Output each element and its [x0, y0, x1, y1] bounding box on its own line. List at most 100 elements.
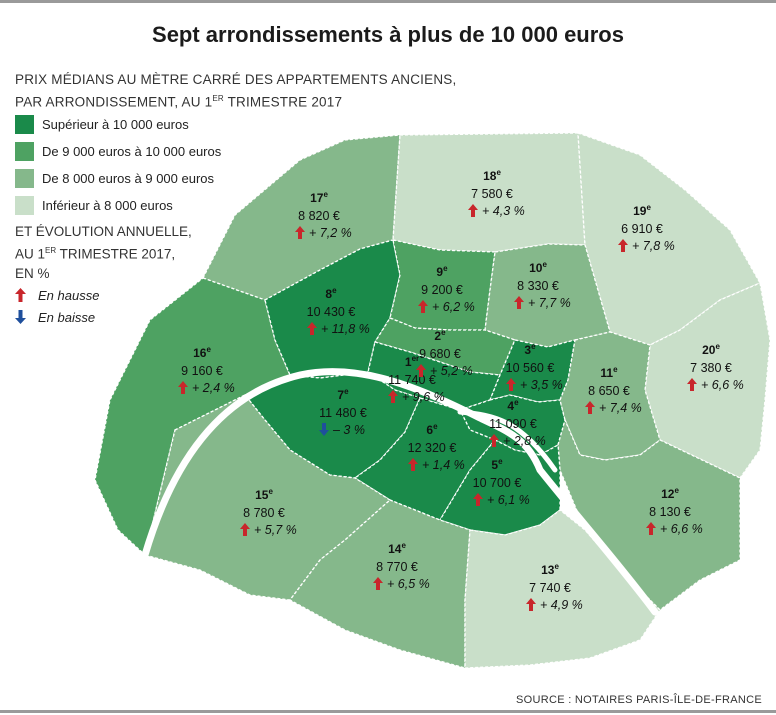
district-price: 11 740 € — [388, 373, 436, 387]
evolution-caption: ET ÉVOLUTION ANNUELLE, AU 1ER TRIMESTRE … — [15, 224, 192, 281]
district-number: 7e — [337, 387, 349, 402]
district-evolution: + 4,3 % — [482, 204, 525, 218]
legend-down: En baisse — [15, 306, 99, 328]
district-price: 8 330 € — [517, 279, 559, 293]
district-number-suffix: e — [441, 328, 446, 337]
district-5 — [439, 439, 561, 536]
district-number: 4e — [507, 398, 519, 413]
legend-up: En hausse — [15, 284, 99, 306]
district-price: 9 160 € — [181, 364, 223, 378]
legend-swatch — [15, 196, 34, 215]
district-price: 10 560 € — [506, 361, 555, 375]
district-price: 12 320 € — [408, 441, 457, 455]
district-label-7: 7e 11 480 € – 3 % — [319, 387, 367, 437]
district-label-2: 2e 9 680 € + 5,2 % — [416, 328, 473, 378]
district-15 — [144, 394, 392, 601]
arrow-up-icon — [618, 239, 628, 252]
seine-island-branch — [457, 409, 558, 473]
arrow-up-icon — [388, 390, 398, 403]
district-number-suffix: e — [323, 190, 328, 199]
district-number-suffix: e — [674, 486, 679, 495]
price-legend: Supérieur à 10 000 euros De 9 000 euros … — [15, 111, 221, 219]
district-number: 5e — [491, 457, 503, 472]
arrow-up-icon — [418, 300, 428, 313]
district-price: 10 700 € — [473, 476, 522, 490]
district-evolution: + 1,4 % — [422, 458, 465, 472]
district-number-suffix: e — [401, 541, 406, 550]
district-number: 8e — [325, 286, 337, 301]
subtitle-line-2: PAR ARRONDISSEMENT, AU 1ER TRIMESTRE 201… — [15, 94, 343, 110]
arrow-up-icon — [585, 401, 595, 414]
district-9 — [389, 239, 496, 331]
district-label-5: 5e 10 700 € + 6,1 % — [473, 457, 530, 507]
district-price: 9 680 € — [419, 347, 461, 361]
bottom-rule — [0, 710, 776, 713]
district-price: 6 910 € — [621, 222, 663, 236]
district-evolution: + 5,7 % — [254, 523, 297, 537]
district-number-suffix: e — [433, 422, 438, 431]
district-11 — [559, 331, 661, 461]
arrow-down-icon — [319, 423, 329, 436]
district-number-suffix: e — [715, 342, 720, 351]
district-number-suffix: e — [443, 264, 448, 273]
district-evolution: + 2,4 % — [192, 381, 235, 395]
district-number-suffix: e — [531, 342, 536, 351]
arrow-up-icon — [408, 458, 418, 471]
district-6 — [353, 397, 497, 521]
district-price: 11 090 € — [489, 417, 537, 431]
arrow-up-icon — [468, 204, 478, 217]
district-number: 6e — [426, 422, 438, 437]
arrow-up-icon — [240, 523, 250, 536]
map-title: Sept arrondissements à plus de 10 000 eu… — [152, 22, 624, 47]
district-number-suffix: e — [268, 487, 273, 496]
arrow-up-icon — [416, 364, 426, 377]
district-evolution: + 6,6 % — [660, 522, 703, 536]
legend-swatch — [15, 142, 34, 161]
arrow-up-icon — [646, 522, 656, 535]
district-number: 3e — [524, 342, 536, 357]
district-label-9: 9e 9 200 € + 6,2 % — [418, 264, 475, 314]
legend-item: De 8 000 euros à 9 000 euros — [15, 165, 221, 192]
arrow-down-icon — [15, 310, 26, 324]
evolution-legend: En hausse En baisse — [15, 284, 99, 328]
district-evolution: + 7,4 % — [599, 401, 642, 415]
district-evolution: + 3,5 % — [520, 378, 563, 392]
district-evolution: + 4,9 % — [540, 598, 583, 612]
district-evolution: + 2,8 % — [503, 434, 546, 448]
district-label-4: 4e 11 090 € + 2,8 % — [489, 398, 546, 448]
district-price: 8 650 € — [588, 384, 630, 398]
legend-swatch — [15, 115, 34, 134]
district-price: 8 130 € — [649, 505, 691, 519]
arrow-up-icon — [178, 381, 188, 394]
top-rule — [0, 0, 776, 3]
arrow-up-icon — [687, 378, 697, 391]
district-label-3: 3e 10 560 € + 3,5 % — [506, 342, 563, 392]
district-evolution: + 7,8 % — [632, 239, 675, 253]
district-label-8: 8e 10 430 € + 11,8 % — [307, 286, 370, 336]
district-price: 10 430 € — [307, 305, 356, 319]
district-price: 11 480 € — [319, 406, 367, 420]
district-evolution: + 6,1 % — [487, 493, 530, 507]
arrow-up-icon — [373, 577, 383, 590]
district-label-6: 6e 12 320 € + 1,4 % — [408, 422, 465, 472]
legend-item: De 9 000 euros à 10 000 euros — [15, 138, 221, 165]
legend-item: Supérieur à 10 000 euros — [15, 111, 221, 138]
district-evolution: + 7,2 % — [309, 226, 352, 240]
district-number-suffix: e — [613, 365, 618, 374]
arrow-up-icon — [489, 434, 499, 447]
district-number-suffix: e — [542, 260, 547, 269]
arrow-up-icon — [514, 296, 524, 309]
arrow-up-icon — [473, 493, 483, 506]
district-price: 7 740 € — [529, 581, 571, 595]
district-evolution: + 9,6 % — [402, 390, 445, 404]
district-number-suffix: e — [344, 387, 349, 396]
district-price: 9 200 € — [421, 283, 463, 297]
district-price: 7 380 € — [690, 361, 732, 375]
district-number-suffix: e — [514, 398, 519, 407]
district-number-suffix: e — [332, 286, 337, 295]
district-price: 8 820 € — [298, 209, 340, 223]
district-number-suffix: e — [498, 457, 503, 466]
arrow-up-icon — [307, 322, 317, 335]
